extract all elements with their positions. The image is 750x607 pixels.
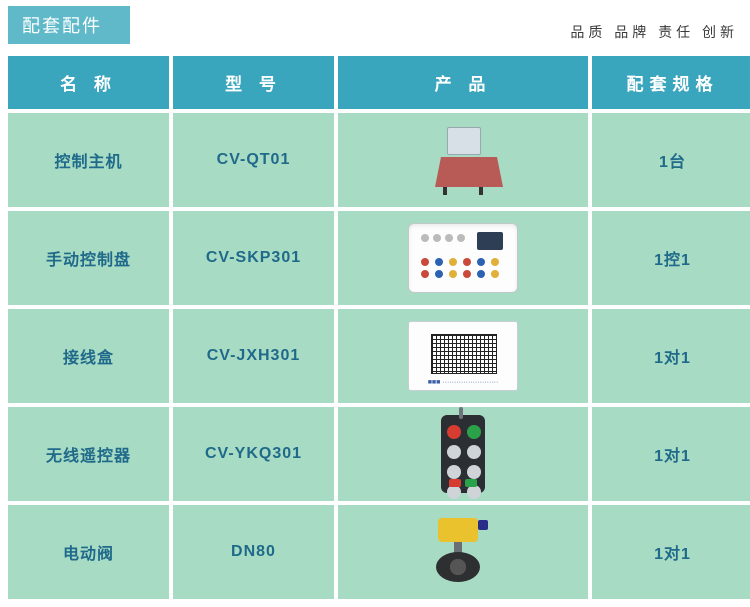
cell-name: 接线盒 xyxy=(8,309,169,403)
electric-valve-icon xyxy=(428,514,498,590)
cell-name: 无线遥控器 xyxy=(8,407,169,501)
col-header-model: 型 号 xyxy=(173,56,334,109)
cell-model: CV-SKP301 xyxy=(173,211,334,305)
cell-product: ■■■ ························ xyxy=(338,309,588,403)
wireless-remote-icon xyxy=(441,415,485,493)
cell-product xyxy=(338,113,588,207)
cell-spec: 1对1 xyxy=(592,407,750,501)
cell-name: 电动阀 xyxy=(8,505,169,599)
cell-spec: 1控1 xyxy=(592,211,750,305)
tagline: 品质 品牌 责任 创新 xyxy=(570,22,738,44)
col-header-spec: 配套规格 xyxy=(592,56,750,109)
cell-model: CV-YKQ301 xyxy=(173,407,334,501)
accessories-table: 名 称 型 号 产 品 配套规格 控制主机 CV-QT01 1台 手动控制盘 C… xyxy=(0,56,750,607)
cell-product xyxy=(338,407,588,501)
cell-model: CV-JXH301 xyxy=(173,309,334,403)
page: 配套配件 品质 品牌 责任 创新 名 称 型 号 产 品 配套规格 控制主机 C… xyxy=(0,6,750,607)
col-header-name: 名 称 xyxy=(8,56,169,109)
cell-spec: 1对1 xyxy=(592,505,750,599)
junction-box-icon: ■■■ ························ xyxy=(408,321,518,391)
col-header-product: 产 品 xyxy=(338,56,588,109)
cell-product xyxy=(338,211,588,305)
manual-panel-icon xyxy=(408,223,518,293)
section-title: 配套配件 xyxy=(8,6,130,44)
cell-name: 手动控制盘 xyxy=(8,211,169,305)
cell-product xyxy=(338,505,588,599)
cell-spec: 1对1 xyxy=(592,309,750,403)
cell-spec: 1台 xyxy=(592,113,750,207)
control-host-icon xyxy=(431,125,495,195)
title-bar: 配套配件 品质 品牌 责任 创新 xyxy=(8,6,742,44)
cell-name: 控制主机 xyxy=(8,113,169,207)
cell-model: CV-QT01 xyxy=(173,113,334,207)
cell-model: DN80 xyxy=(173,505,334,599)
